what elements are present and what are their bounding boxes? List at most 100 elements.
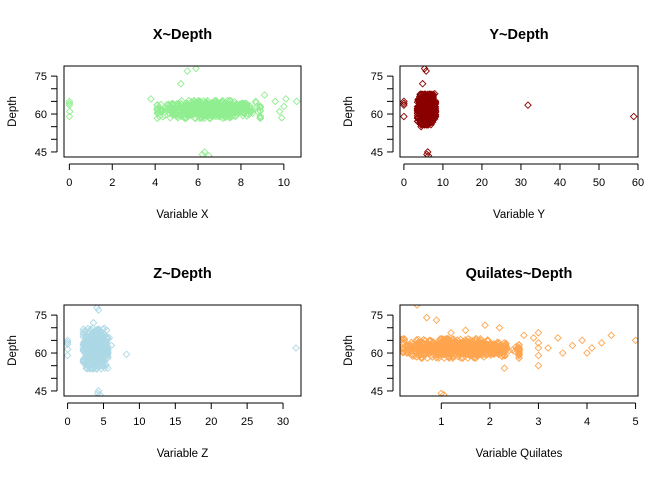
x-axis-label: Variable Quilates (476, 448, 563, 460)
data-point (481, 321, 489, 330)
data-point (400, 348, 408, 357)
y-tick-label: 75 (371, 310, 383, 322)
data-point (177, 112, 185, 120)
data-point (436, 339, 445, 347)
data-point (534, 361, 543, 370)
data-point (449, 352, 458, 360)
data-point (221, 112, 230, 121)
data-point (400, 335, 408, 343)
data-point (430, 101, 439, 110)
data-point (87, 343, 96, 351)
data-point (80, 359, 89, 368)
data-point (90, 336, 99, 344)
data-point (515, 354, 523, 362)
data-point (400, 338, 408, 347)
data-point (200, 148, 209, 156)
data-point (423, 90, 432, 99)
data-point (413, 305, 421, 309)
data-point (93, 364, 101, 373)
data-point (443, 335, 452, 343)
data-point (419, 351, 428, 359)
x-tick-label: 40 (554, 177, 566, 189)
data-point (88, 329, 97, 338)
x-axis-label: Variable Y (493, 209, 545, 221)
data-point (534, 351, 543, 360)
x-tick-label: 50 (593, 177, 605, 189)
data-point (230, 98, 239, 106)
data-point (147, 95, 155, 103)
data-point (95, 334, 103, 343)
data-point (172, 112, 180, 120)
panel-3: Z~Depth 0 5 10 15 20 25 30 Variable Z 45 60 75 Depth (7, 266, 302, 460)
data-point (256, 106, 265, 115)
data-point (478, 341, 486, 350)
data-point (82, 332, 90, 341)
data-point (94, 387, 103, 395)
data-point (588, 344, 596, 352)
data-point (79, 356, 88, 365)
data-point (99, 357, 108, 366)
data-point (413, 111, 422, 120)
data-point (103, 344, 111, 352)
data-point (206, 104, 214, 112)
data-point (419, 102, 427, 111)
data-point (470, 342, 478, 351)
x-tick-label: 10 (278, 177, 290, 189)
data-point (227, 112, 236, 121)
data-point (65, 112, 74, 121)
x-tick-label: 4 (584, 416, 590, 428)
data-point (568, 341, 577, 350)
data-point (242, 101, 250, 110)
data-point (64, 336, 72, 345)
data-point (183, 67, 192, 75)
data-point (210, 110, 219, 118)
data-point (418, 106, 427, 115)
data-point (446, 351, 455, 360)
data-point (103, 350, 112, 358)
data-point (275, 107, 284, 116)
data-point (165, 109, 174, 118)
plot-frame (63, 65, 302, 158)
data-point (95, 336, 104, 345)
data-point (607, 331, 616, 340)
data-point (161, 105, 169, 113)
data-point (583, 349, 591, 357)
data-point (183, 110, 191, 119)
data-point (520, 331, 528, 340)
data-point (224, 103, 233, 112)
data-point (153, 101, 162, 110)
data-point (426, 105, 435, 114)
data-point (431, 342, 440, 350)
plot-frame (399, 304, 639, 397)
data-point (64, 351, 72, 360)
y-tick-label: 75 (371, 71, 383, 83)
data-point (89, 348, 97, 357)
data-point (247, 106, 256, 115)
data-point (524, 101, 532, 110)
data-point (107, 341, 116, 350)
data-point (201, 98, 210, 107)
points-layer (64, 305, 300, 396)
data-point (400, 348, 407, 357)
x-tick-label: 2 (487, 416, 493, 428)
x-tick-label: 5 (633, 416, 639, 428)
data-point (168, 99, 176, 108)
data-point (205, 109, 214, 117)
plot-frame (399, 65, 639, 158)
x-tick-label: 5 (100, 416, 106, 428)
data-point (440, 343, 448, 352)
x-axis-label: Variable Z (157, 448, 209, 460)
y-tick-label: 45 (371, 386, 383, 398)
x-axis-label: Variable X (156, 209, 209, 221)
x-tick-label: 15 (169, 416, 181, 428)
data-point (554, 334, 562, 342)
data-point (194, 102, 203, 111)
data-point (64, 345, 72, 354)
x-tick-label: 3 (535, 416, 541, 428)
data-point (153, 109, 162, 118)
data-point (419, 95, 428, 103)
y-axis-label: Depth (343, 335, 355, 366)
data-point (192, 66, 200, 73)
x-tick-label: 2 (109, 177, 115, 189)
